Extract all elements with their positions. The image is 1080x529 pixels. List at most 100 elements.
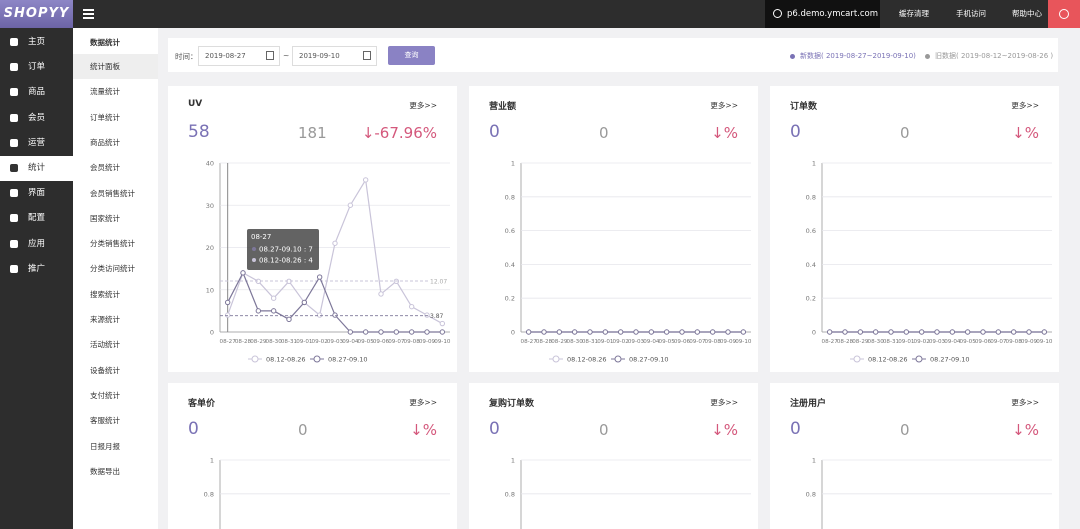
data-point — [408, 329, 415, 335]
data-point — [872, 329, 879, 335]
previous-value: 0 — [900, 124, 910, 142]
nav-item[interactable]: 推广 — [0, 257, 73, 282]
nav-item[interactable]: 配置 — [0, 206, 73, 231]
more-link[interactable]: 更多>> — [710, 101, 738, 110]
tooltip-line: 08.27-09.10 : 7 — [259, 246, 313, 254]
sub-nav-item[interactable]: 分类销售统计 — [73, 231, 158, 256]
average-label: 12.07 — [430, 279, 447, 286]
legend-label: 08.27-09.10 — [328, 356, 368, 364]
chart: 0.81 — [806, 457, 1052, 529]
stat-card: 0.8 1 客单价 更多>> 0 0 ↓% — [168, 383, 457, 529]
card-title: 营业额 — [489, 102, 517, 112]
sub-nav-item[interactable]: 会员统计 — [73, 155, 158, 180]
nav-item[interactable]: 商品 — [0, 80, 73, 105]
sub-nav-label: 活动统计 — [90, 340, 120, 350]
more-link[interactable]: 更多>> — [710, 398, 738, 407]
legend-label: 08.12-08.26 — [868, 356, 908, 364]
legend-label: 08.27-09.10 — [930, 356, 970, 364]
sub-nav-item[interactable]: 会员销售统计 — [73, 181, 158, 206]
sub-nav-item[interactable]: 日报月报 — [73, 434, 158, 459]
date-end[interactable]: 2019-09-10 — [292, 46, 377, 66]
x-tick-label: 09-10 — [1036, 339, 1053, 345]
more-link[interactable]: 更多>> — [409, 101, 437, 110]
menu-toggle[interactable] — [83, 9, 94, 11]
y-tick-label: 1 — [511, 160, 515, 168]
data-point — [255, 308, 262, 314]
globe-icon — [773, 9, 782, 18]
sub-nav-item[interactable]: 活动统计 — [73, 332, 158, 357]
sub-nav-item[interactable]: 分类访问统计 — [73, 256, 158, 281]
date-start[interactable]: 2019-08-27 — [198, 46, 280, 66]
data-point — [1041, 329, 1048, 335]
nav-item[interactable]: 应用 — [0, 232, 73, 257]
card-title: 复购订单数 — [489, 399, 535, 409]
data-point — [408, 303, 415, 310]
x-tick-label: 09-03 — [929, 339, 946, 345]
x-tick-label: 09-01 — [597, 339, 614, 345]
nav-icon — [10, 189, 18, 198]
sub-nav-item[interactable]: 客服统计 — [73, 408, 158, 433]
card-title: UV — [188, 99, 203, 109]
top-link[interactable]: 缓存清理 — [899, 9, 929, 18]
sub-nav-item[interactable]: 统计面板 — [73, 54, 158, 79]
nav-item[interactable]: 界面 — [0, 181, 73, 206]
sub-nav-label: 支付统计 — [90, 390, 120, 400]
sub-nav-label: 分类访问统计 — [90, 264, 135, 274]
top-link[interactable]: 手机访问 — [956, 9, 986, 18]
query-button[interactable]: 查询 — [388, 46, 435, 65]
sub-nav-item[interactable]: 来源统计 — [73, 307, 158, 332]
x-tick-label: 09-09 — [1021, 339, 1038, 345]
sub-nav-item[interactable]: 搜索统计 — [73, 282, 158, 307]
sub-nav-item[interactable]: 流量统计 — [73, 79, 158, 104]
y-tick-label: 0 — [812, 329, 816, 337]
sub-nav-item[interactable]: 商品统计 — [73, 130, 158, 155]
sub-nav-item[interactable]: 国家统计 — [73, 206, 158, 231]
previous-value: 0 — [900, 421, 910, 439]
current-value: 0 — [489, 122, 500, 142]
sub-nav-label: 流量统计 — [90, 87, 120, 97]
x-tick-label: 08-28 — [536, 339, 553, 345]
sub-nav-label: 日报月报 — [90, 441, 120, 451]
nav-item[interactable]: 主页 — [0, 30, 73, 55]
data-point — [679, 329, 685, 335]
data-point — [378, 291, 384, 297]
data-point — [316, 312, 323, 318]
sub-nav-label: 来源统计 — [90, 315, 120, 324]
sub-nav-label: 订单统计 — [90, 112, 120, 122]
data-point — [270, 295, 277, 301]
data-point — [393, 329, 400, 335]
more-link[interactable]: 更多>> — [409, 398, 437, 407]
y-tick-label: 1 — [511, 457, 515, 465]
power-button[interactable] — [1048, 0, 1080, 28]
nav-item[interactable]: 订单 — [0, 55, 73, 80]
nav-icon — [10, 264, 18, 273]
domain-box[interactable]: p6.demo.ymcart.com — [765, 0, 880, 28]
legend-marker — [552, 355, 560, 363]
y-tick-label: 0 — [511, 329, 515, 337]
x-tick-label: 09-10 — [735, 339, 752, 345]
top-link[interactable]: 帮助中心 — [1012, 9, 1042, 18]
nav-icon — [10, 239, 18, 248]
data-point — [316, 274, 323, 280]
sub-nav-item[interactable]: 设备统计 — [73, 358, 158, 383]
x-tick-label: 08-30 — [868, 339, 885, 345]
data-point — [1026, 329, 1032, 335]
sub-nav-item[interactable]: 支付统计 — [73, 383, 158, 408]
nav-item[interactable]: 统计 — [0, 156, 73, 181]
x-tick-label: 09-05 — [358, 339, 375, 345]
more-link[interactable]: 更多>> — [1011, 398, 1039, 407]
logo[interactable]: SHOPYY — [0, 0, 73, 28]
more-link[interactable]: 更多>> — [1011, 101, 1039, 110]
nav-item[interactable]: 会员 — [0, 106, 73, 131]
x-tick-label: 08-29 — [250, 339, 267, 345]
current-value: 58 — [188, 122, 210, 142]
sub-nav-item[interactable]: 数据导出 — [73, 459, 158, 484]
legend-marker — [853, 355, 861, 363]
nav-item[interactable]: 运营 — [0, 131, 73, 156]
nav-icon — [10, 138, 18, 147]
date-text: 2019-09-10 — [299, 52, 340, 60]
sub-nav-item[interactable]: 订单统计 — [73, 105, 158, 130]
